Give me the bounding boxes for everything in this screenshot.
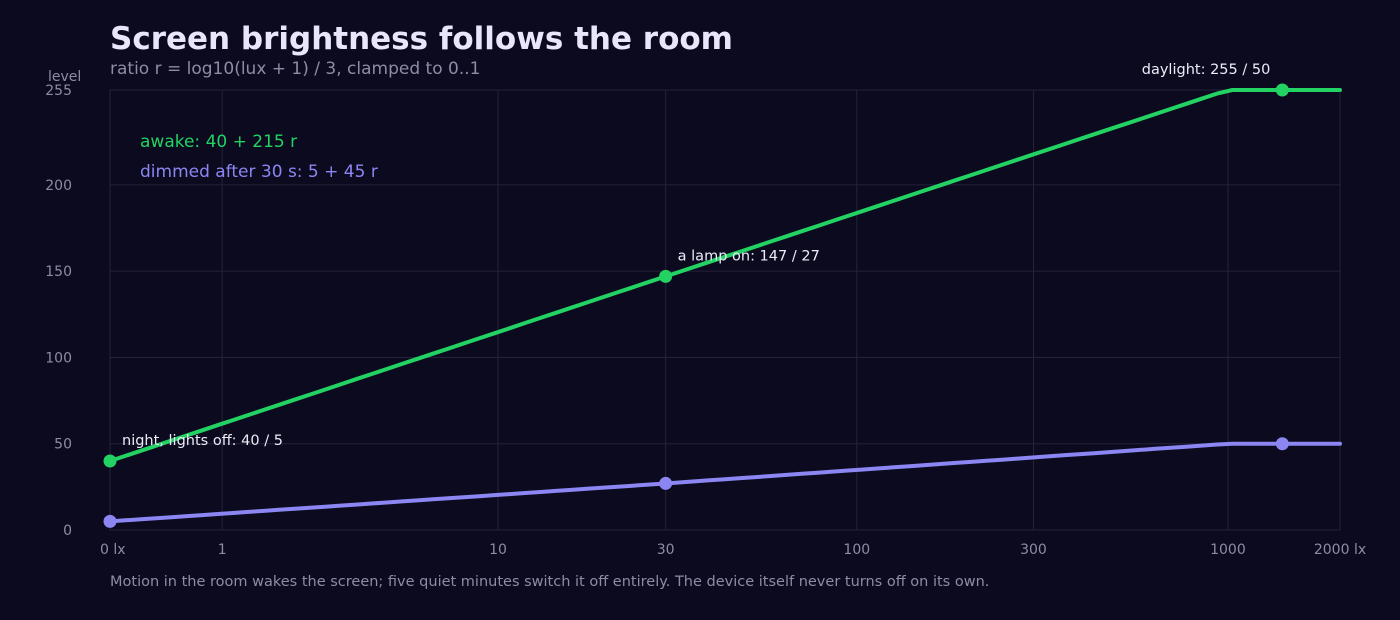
annotation-label: night, lights off: 40 / 5 (122, 433, 283, 449)
y-tick-label: 150 (45, 264, 72, 280)
footnote: Motion in the room wakes the screen; fiv… (110, 574, 990, 590)
series-marker-1 (1275, 437, 1289, 451)
annotations: night, lights off: 40 / 5 a lamp on: 147 … (122, 62, 1270, 449)
x-tick-label: 1 (218, 542, 227, 558)
series-line-1 (108, 441, 1342, 524)
x-tick-label: 30 (657, 542, 675, 558)
legend-entry: awake: 40 + 215 r (140, 132, 297, 152)
x-tick-label: 2000 lx (1314, 542, 1366, 558)
plot-frame (109, 89, 1341, 531)
chart-subtitle: ratio r = log10(lux + 1) / 3, clamped to… (110, 59, 481, 79)
y-tick-label: 200 (45, 178, 72, 194)
series-marker-0 (103, 454, 117, 468)
x-tick-label: 0 lx (100, 542, 126, 558)
chart-title: Screen brightness follows the room (110, 21, 733, 57)
annotation-label: daylight: 255 / 50 (1142, 62, 1271, 78)
annotation-label: a lamp on: 147 / 27 (678, 248, 820, 264)
x-tick-label: 300 (1020, 542, 1047, 558)
series (103, 83, 1342, 528)
y-tick-label: 255 (45, 83, 72, 99)
series-marker-0 (1275, 83, 1289, 97)
series-marker-1 (659, 476, 673, 490)
legend-entry: dimmed after 30 s: 5 + 45 r (140, 162, 378, 182)
y-axis-label: level (48, 69, 81, 85)
x-tick-label: 1000 (1210, 542, 1246, 558)
legend: awake: 40 + 215 r dimmed after 30 s: 5 + … (140, 132, 378, 182)
y-tick-label: 0 (63, 523, 72, 539)
y-tick-label: 100 (45, 350, 72, 366)
x-tick-label: 100 (843, 542, 870, 558)
series-marker-1 (103, 514, 117, 528)
y-tick-label: 50 (54, 437, 72, 453)
series-line-0 (108, 88, 1342, 463)
series-marker-0 (659, 269, 673, 283)
grid (109, 89, 1341, 531)
x-tick-label: 10 (489, 542, 507, 558)
